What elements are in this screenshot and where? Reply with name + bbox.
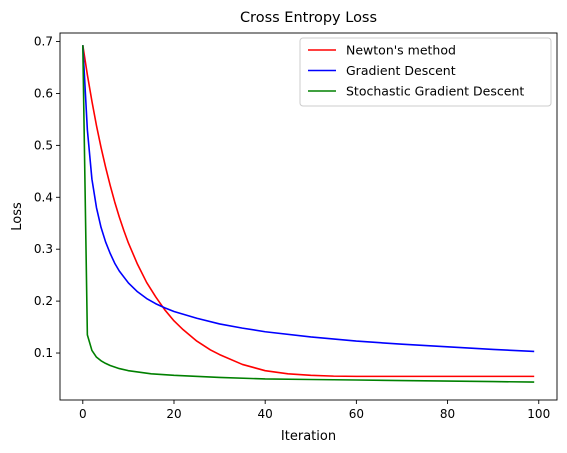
legend-label-1: Gradient Descent xyxy=(346,63,456,78)
plot-frame xyxy=(59,32,558,401)
plot-area xyxy=(82,45,535,383)
series-line-1 xyxy=(82,45,535,353)
series-line-2 xyxy=(82,45,535,383)
y-tick-label-1: 0.2 xyxy=(34,294,53,308)
y-tick-label-5: 0.6 xyxy=(34,86,53,100)
x-tick-label-1: 20 xyxy=(166,407,181,421)
x-tick-label-4: 80 xyxy=(440,407,455,421)
legend-label-2: Stochastic Gradient Descent xyxy=(346,84,524,99)
y-tick-label-3: 0.4 xyxy=(34,190,53,204)
x-axis-label: Iteration xyxy=(281,429,336,444)
series-line-0 xyxy=(82,45,535,378)
x-tick-label-3: 60 xyxy=(349,407,364,421)
legend-label-0: Newton's method xyxy=(346,43,456,58)
y-axis: 0.1 0.2 0.3 0.4 0.5 0.6 0.7 xyxy=(34,35,60,360)
y-tick-label-0: 0.1 xyxy=(34,346,53,360)
chart-title: Cross Entropy Loss xyxy=(240,10,377,26)
y-tick-label-2: 0.3 xyxy=(34,242,53,256)
x-tick-label-5: 100 xyxy=(527,407,550,421)
y-axis-label: Loss xyxy=(10,202,25,231)
x-tick-label-0: 0 xyxy=(79,407,87,421)
y-tick-label-6: 0.7 xyxy=(34,35,53,49)
x-tick-label-2: 40 xyxy=(258,407,273,421)
y-tick-label-4: 0.5 xyxy=(34,138,53,152)
legend: Newton's method Gradient Descent Stochasti… xyxy=(299,37,552,107)
x-axis: 0 20 40 60 80 100 xyxy=(79,400,550,421)
legend-box xyxy=(299,37,552,107)
